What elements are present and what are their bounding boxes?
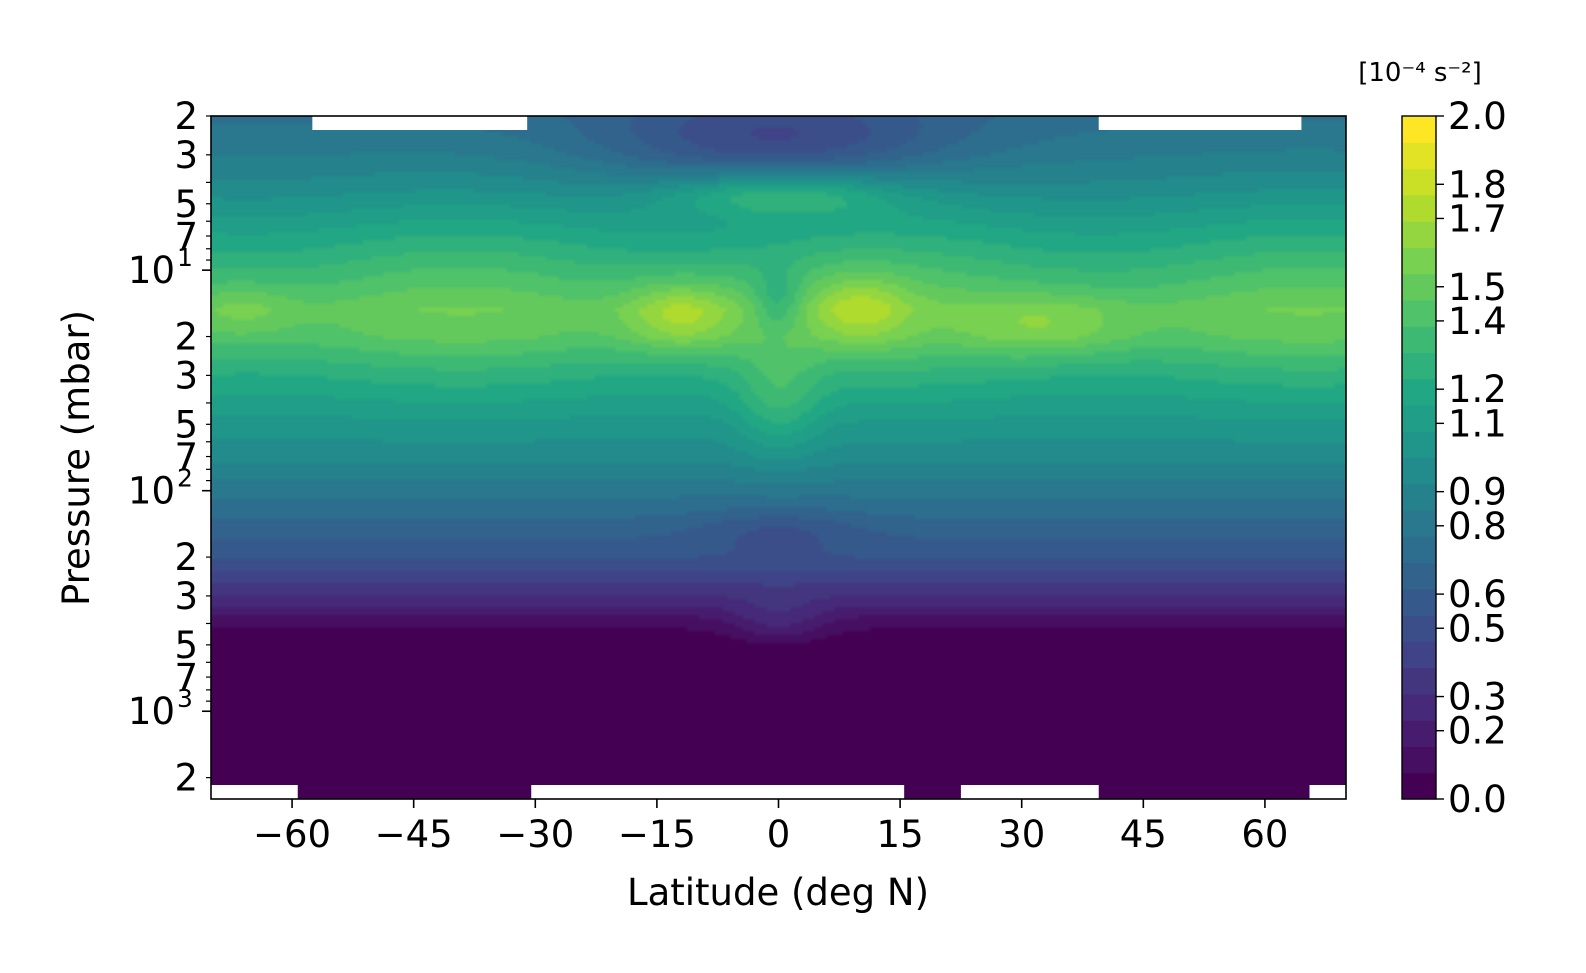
colorbar-band — [1402, 588, 1436, 616]
colorbar-band — [1402, 510, 1436, 537]
y-minor-tick-label: 5 — [174, 403, 198, 446]
x-tick-label: −30 — [496, 813, 574, 856]
colorbar-tick-label: 1.1 — [1448, 402, 1507, 445]
colorbar-band — [1402, 772, 1436, 800]
colorbar-band — [1402, 615, 1436, 642]
colorbar-tick-label: 0.8 — [1448, 505, 1507, 548]
x-tick-label: 15 — [877, 813, 924, 856]
colorbar-band — [1402, 116, 1436, 143]
y-minor-tick-label: 5 — [174, 624, 198, 667]
missing-data-strip — [960, 785, 1099, 799]
colorbar-band — [1402, 693, 1436, 721]
colorbar-band — [1402, 247, 1436, 275]
colorbar-unit-label: [10⁻⁴ s⁻²] — [1358, 58, 1481, 88]
y-major-tick-label: 10 — [128, 470, 175, 513]
colorbar-tick-label: 1.4 — [1448, 300, 1507, 343]
missing-data-strip — [531, 785, 905, 799]
colorbar-tick-label: 0.0 — [1448, 778, 1507, 821]
colorbar-band — [1402, 483, 1436, 511]
colorbar-tick-label: 0.6 — [1448, 573, 1507, 616]
colorbar-tick-label: 2.0 — [1448, 95, 1507, 138]
y-major-tick-label: 10 — [128, 690, 175, 733]
colorbar: 0.0 0.20.3 0.50.6 0.80.9 1.11.2 1.41.5 1.71.8 2… — [1358, 58, 1507, 821]
colorbar-frame — [1401, 115, 1437, 800]
colorbar-tick-label: 1.8 — [1448, 163, 1507, 206]
plot-area — [210, 115, 1347, 800]
x-tick-label: 60 — [1241, 813, 1288, 856]
contour-field — [211, 116, 1346, 799]
missing-data-strip — [1309, 785, 1346, 799]
colorbar-band — [1402, 457, 1436, 485]
y-minor-tick-label: 2 — [174, 316, 198, 359]
y-minor-tick-label: 3 — [174, 354, 198, 397]
x-axis: −60 −45 −30 −15 0 15 30 45 60 — [253, 799, 1288, 856]
colorbar-band — [1402, 720, 1436, 748]
colorbar-band — [1402, 536, 1436, 564]
colorbar-band — [1402, 194, 1436, 222]
x-tick-label: 45 — [1120, 813, 1167, 856]
colorbar-band — [1402, 562, 1436, 590]
colorbar-band — [1402, 168, 1436, 196]
colorbar-band — [1402, 378, 1436, 406]
colorbar-tick-label: 0.2 — [1448, 710, 1507, 753]
y-minor-tick-label: 3 — [174, 134, 198, 177]
x-tick-label: −60 — [253, 813, 331, 856]
y-minor-tick-label: 7 — [174, 215, 198, 258]
x-tick-label: 0 — [767, 813, 791, 856]
y-major-tick-label: 10 — [128, 249, 175, 292]
colorbar-tick-label: 1.2 — [1448, 368, 1507, 411]
missing-data-strip — [211, 785, 298, 799]
colorbar-band — [1402, 641, 1436, 669]
y-minor-tick-label: 2 — [174, 757, 198, 800]
colorbar-band — [1402, 404, 1436, 432]
y-major-tick-exponent: 3 — [177, 684, 193, 713]
colorbar-band — [1402, 142, 1436, 170]
x-tick-label: −15 — [618, 813, 696, 856]
colorbar-band — [1402, 667, 1436, 695]
colorbar-band — [1402, 326, 1436, 354]
y-major-tick-exponent: 1 — [177, 243, 193, 272]
y-minor-tick-label: 7 — [174, 656, 198, 699]
colorbar-band — [1402, 221, 1436, 248]
x-tick-label: −45 — [375, 813, 453, 856]
x-axis-label: Latitude (deg N) — [627, 871, 929, 914]
missing-data-regions — [211, 116, 1346, 799]
missing-data-strip — [1098, 116, 1302, 130]
y-minor-tick-label: 5 — [174, 183, 198, 226]
colorbar-tick-label: 1.5 — [1448, 266, 1507, 309]
y-minor-tick-label: 3 — [174, 575, 198, 618]
y-minor-tick-label: 2 — [174, 536, 198, 579]
y-minor-tick-label: 7 — [174, 436, 198, 479]
colorbar-tick-label: 0.9 — [1448, 471, 1507, 514]
colorbar-tick-label: 0.3 — [1448, 676, 1507, 719]
colorbar-band — [1402, 431, 1436, 459]
colorbar-bands — [1402, 116, 1436, 800]
colorbar-tick-label: 0.5 — [1448, 607, 1507, 650]
y-axis-label: Pressure (mbar) — [55, 310, 98, 606]
colorbar-tick-label: 1.7 — [1448, 197, 1507, 240]
x-tick-label: 30 — [998, 813, 1045, 856]
y-major-tick-exponent: 2 — [177, 464, 193, 493]
colorbar-band — [1402, 273, 1436, 301]
y-minor-tick-label: 2 — [174, 95, 198, 138]
colorbar-band — [1402, 746, 1436, 774]
colorbar-ticks: 0.0 0.20.3 0.50.6 0.80.9 1.11.2 1.41.5 1.71.8 2… — [1436, 95, 1507, 821]
colorbar-band — [1402, 352, 1436, 380]
missing-data-strip — [312, 116, 528, 130]
colorbar-band — [1402, 299, 1436, 327]
